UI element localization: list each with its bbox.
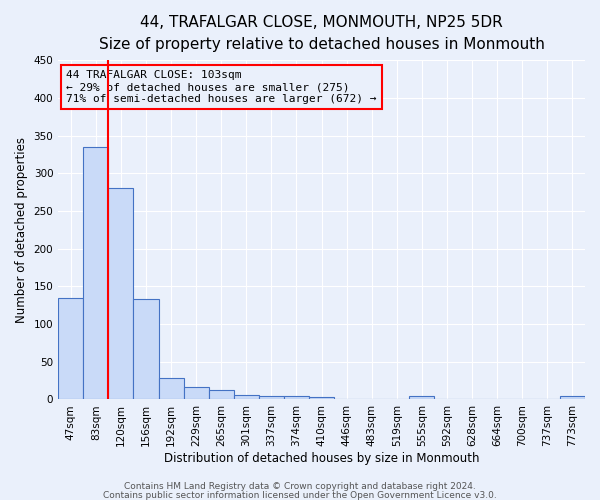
- Text: 44 TRAFALGAR CLOSE: 103sqm
← 29% of detached houses are smaller (275)
71% of sem: 44 TRAFALGAR CLOSE: 103sqm ← 29% of deta…: [66, 70, 377, 104]
- Bar: [209, 390, 234, 400]
- Bar: [109, 188, 133, 400]
- Text: Contains public sector information licensed under the Open Government Licence v3: Contains public sector information licen…: [103, 490, 497, 500]
- Y-axis label: Number of detached properties: Number of detached properties: [15, 137, 28, 323]
- Bar: [133, 299, 158, 400]
- Bar: [284, 396, 309, 400]
- Bar: [158, 378, 184, 400]
- Bar: [184, 386, 209, 400]
- Bar: [234, 395, 259, 400]
- Bar: [309, 397, 334, 400]
- Bar: [259, 396, 284, 400]
- Bar: [83, 147, 109, 400]
- X-axis label: Distribution of detached houses by size in Monmouth: Distribution of detached houses by size …: [164, 452, 479, 465]
- Bar: [560, 396, 585, 400]
- Bar: [409, 396, 434, 400]
- Text: Contains HM Land Registry data © Crown copyright and database right 2024.: Contains HM Land Registry data © Crown c…: [124, 482, 476, 491]
- Title: 44, TRAFALGAR CLOSE, MONMOUTH, NP25 5DR
Size of property relative to detached ho: 44, TRAFALGAR CLOSE, MONMOUTH, NP25 5DR …: [98, 15, 545, 52]
- Bar: [58, 298, 83, 400]
